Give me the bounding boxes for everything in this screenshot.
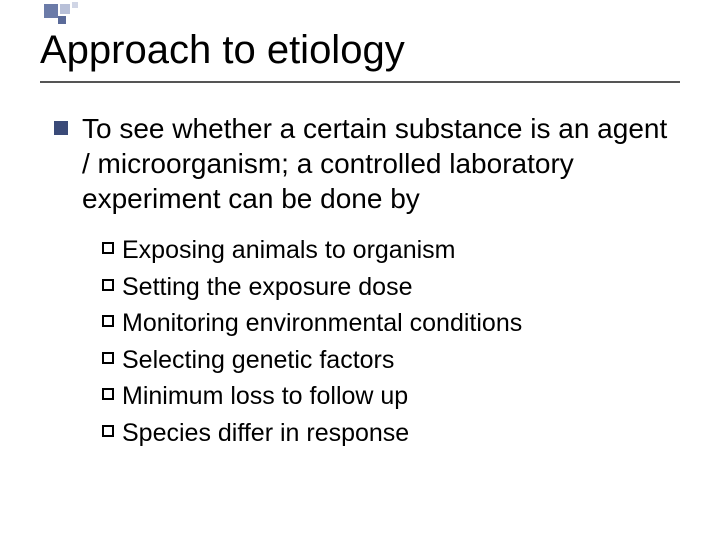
level2-item: Selecting genetic factors bbox=[102, 344, 680, 377]
level2-text: Setting the exposure dose bbox=[122, 271, 412, 304]
deco-square bbox=[44, 4, 58, 18]
open-square-bullet-icon bbox=[102, 315, 114, 327]
level2-item: Minimum loss to follow up bbox=[102, 380, 680, 413]
open-square-bullet-icon bbox=[102, 425, 114, 437]
level2-list: Exposing animals to organism Setting the… bbox=[102, 234, 680, 449]
deco-square bbox=[72, 2, 78, 8]
level2-item: Monitoring environmental conditions bbox=[102, 307, 680, 340]
level2-item: Species differ in response bbox=[102, 417, 680, 450]
slide-title: Approach to etiology bbox=[40, 28, 680, 83]
level2-text: Exposing animals to organism bbox=[122, 234, 456, 267]
open-square-bullet-icon bbox=[102, 388, 114, 400]
deco-square bbox=[58, 16, 66, 24]
open-square-bullet-icon bbox=[102, 242, 114, 254]
level1-item: To see whether a certain substance is an… bbox=[54, 111, 680, 216]
open-square-bullet-icon bbox=[102, 352, 114, 364]
level1-text: To see whether a certain substance is an… bbox=[82, 111, 680, 216]
level2-text: Minimum loss to follow up bbox=[122, 380, 408, 413]
level2-text: Selecting genetic factors bbox=[122, 344, 394, 377]
deco-square bbox=[60, 4, 70, 14]
level2-item: Setting the exposure dose bbox=[102, 271, 680, 304]
slide-content: Approach to etiology To see whether a ce… bbox=[0, 0, 720, 449]
filled-square-bullet-icon bbox=[54, 121, 68, 135]
open-square-bullet-icon bbox=[102, 279, 114, 291]
corner-decoration bbox=[0, 0, 100, 30]
level2-item: Exposing animals to organism bbox=[102, 234, 680, 267]
level2-text: Monitoring environmental conditions bbox=[122, 307, 522, 340]
level2-text: Species differ in response bbox=[122, 417, 409, 450]
